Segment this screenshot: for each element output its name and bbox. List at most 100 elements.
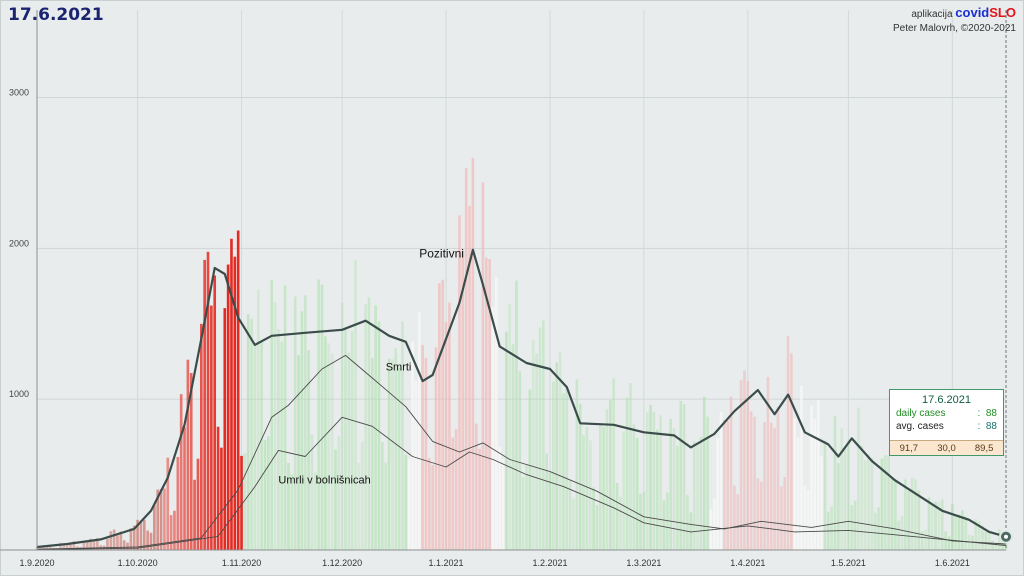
daily-bar-159 xyxy=(568,480,572,550)
daily-bar-18 xyxy=(96,538,99,550)
daily-bar-23 xyxy=(112,529,116,550)
daily-bar-265 xyxy=(924,529,927,550)
y-tick-label-0: 1000 xyxy=(9,389,29,399)
daily-bar-227 xyxy=(796,436,800,550)
daily-bar-4 xyxy=(49,545,52,550)
daily-bar-44 xyxy=(183,427,186,550)
daily-bar-210 xyxy=(739,380,743,550)
daily-bar-7 xyxy=(59,542,62,550)
daily-bar-122 xyxy=(444,322,448,550)
daily-bar-87 xyxy=(327,343,331,550)
daily-bar-111 xyxy=(407,458,411,550)
daily-bar-258 xyxy=(900,515,904,550)
daily-bar-139 xyxy=(501,459,505,550)
daily-bar-142 xyxy=(511,344,515,550)
daily-bar-30 xyxy=(136,519,139,550)
daily-bar-217 xyxy=(763,421,766,550)
daily-bar-272 xyxy=(947,536,951,550)
daily-bar-140 xyxy=(505,331,508,550)
daily-bar-151 xyxy=(541,320,545,550)
daily-bar-71 xyxy=(273,302,277,550)
daily-bar-209 xyxy=(736,494,740,550)
daily-bar-215 xyxy=(756,478,760,550)
y-tick-label-1: 2000 xyxy=(9,238,29,248)
daily-bar-185 xyxy=(655,429,659,550)
info-row-daily: daily cases : 88 xyxy=(890,408,1003,419)
daily-bar-250 xyxy=(873,512,877,550)
daily-bar-287 xyxy=(997,529,1001,550)
daily-bar-66 xyxy=(256,289,260,550)
daily-bar-252 xyxy=(880,458,884,550)
daily-bar-184 xyxy=(652,411,656,550)
daily-bar-51 xyxy=(206,251,210,550)
daily-bar-106 xyxy=(391,359,394,550)
daily-bar-202 xyxy=(712,498,716,550)
daily-cases-value: : 88 xyxy=(977,408,997,419)
daily-bar-121 xyxy=(441,279,445,550)
daily-bar-273 xyxy=(951,503,954,550)
daily-bar-212 xyxy=(746,381,750,550)
daily-bar-166 xyxy=(592,487,595,550)
daily-bar-286 xyxy=(994,543,998,550)
daily-bar-52 xyxy=(210,305,213,550)
x-tick-label-0: 1.9.2020 xyxy=(19,558,54,568)
daily-bar-158 xyxy=(565,389,569,550)
daily-bar-200 xyxy=(706,416,709,550)
daily-bar-149 xyxy=(535,353,538,550)
daily-bar-136 xyxy=(491,306,495,550)
daily-bar-115 xyxy=(421,344,424,550)
daily-bar-156 xyxy=(558,352,562,550)
app-name[interactable]: covidSLO xyxy=(955,5,1016,20)
daily-bar-78 xyxy=(297,355,300,550)
daily-bar-237 xyxy=(830,506,833,550)
daily-bar-269 xyxy=(937,502,941,550)
daily-bar-154 xyxy=(552,381,555,550)
daily-bar-284 xyxy=(987,532,991,550)
daily-bar-270 xyxy=(940,499,944,550)
daily-bar-174 xyxy=(619,496,622,550)
daily-bar-40 xyxy=(169,515,173,550)
daily-bar-198 xyxy=(699,436,703,550)
daily-bar-49 xyxy=(199,323,203,550)
daily-bar-195 xyxy=(689,512,693,550)
x-tick-label-9: 1.6.2021 xyxy=(935,558,970,568)
daily-bar-224 xyxy=(786,335,790,550)
daily-bar-146 xyxy=(525,464,528,550)
daily-bar-179 xyxy=(635,438,639,550)
daily-bar-271 xyxy=(944,531,947,550)
daily-bar-133 xyxy=(481,182,485,550)
daily-bar-53 xyxy=(213,275,217,550)
daily-bar-32 xyxy=(142,519,146,550)
daily-bar-157 xyxy=(562,393,565,550)
daily-bar-48 xyxy=(196,458,200,550)
app-credit: aplikacija covidSLO Peter Malovrh, ©2020… xyxy=(893,6,1016,36)
daily-bar-205 xyxy=(723,420,726,550)
grid-layer xyxy=(36,10,1006,550)
daily-bar-267 xyxy=(930,503,934,550)
daily-bar-120 xyxy=(438,283,441,550)
daily-bar-127 xyxy=(461,250,465,550)
daily-bar-125 xyxy=(454,429,458,550)
info-date: 17.6.2021 xyxy=(922,394,971,406)
daily-bar-89 xyxy=(334,449,337,550)
daily-bar-168 xyxy=(598,423,602,550)
daily-bar-222 xyxy=(780,486,783,550)
daily-bar-226 xyxy=(793,417,797,550)
daily-bar-283 xyxy=(984,531,988,550)
daily-bar-243 xyxy=(850,505,854,550)
daily-bar-180 xyxy=(639,493,642,550)
info-strip-value-2: 30,0 xyxy=(937,442,956,454)
daily-bar-14 xyxy=(82,540,86,550)
daily-bar-131 xyxy=(474,423,478,550)
daily-bar-148 xyxy=(531,340,535,550)
avg-cases-number: 88 xyxy=(985,421,997,432)
app-prefix: aplikacija xyxy=(911,9,953,20)
daily-bar-235 xyxy=(823,440,827,550)
daily-bar-143 xyxy=(515,280,518,550)
daily-bar-129 xyxy=(468,205,471,550)
daily-bar-105 xyxy=(387,358,391,550)
daily-bar-9 xyxy=(65,543,69,550)
daily-bar-76 xyxy=(290,474,294,550)
daily-bar-45 xyxy=(186,359,190,550)
daily-bar-245 xyxy=(857,407,860,550)
